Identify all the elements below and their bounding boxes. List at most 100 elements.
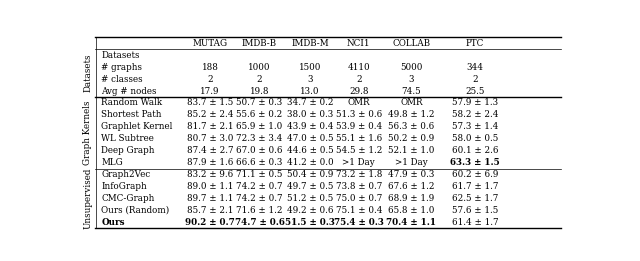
Text: 51.2 ± 0.5: 51.2 ± 0.5 bbox=[287, 194, 333, 203]
Text: 49.7 ± 0.5: 49.7 ± 0.5 bbox=[287, 182, 333, 191]
Text: OMR: OMR bbox=[348, 98, 370, 108]
Text: 57.6 ± 1.5: 57.6 ± 1.5 bbox=[452, 206, 498, 215]
Text: # classes: # classes bbox=[101, 75, 143, 84]
Text: 67.0 ± 0.6: 67.0 ± 0.6 bbox=[236, 146, 283, 155]
Text: 74.7 ± 0.6: 74.7 ± 0.6 bbox=[235, 218, 285, 227]
Text: 52.1 ± 1.0: 52.1 ± 1.0 bbox=[388, 146, 435, 155]
Text: Graphlet Kernel: Graphlet Kernel bbox=[101, 122, 173, 131]
Text: CMC-Graph: CMC-Graph bbox=[101, 194, 155, 203]
Text: 85.2 ± 2.4: 85.2 ± 2.4 bbox=[187, 110, 233, 120]
Text: 90.2 ± 0.7: 90.2 ± 0.7 bbox=[185, 218, 235, 227]
Text: 87.9 ± 1.6: 87.9 ± 1.6 bbox=[187, 158, 233, 167]
Text: 34.7 ± 0.2: 34.7 ± 0.2 bbox=[287, 98, 333, 108]
Text: 57.9 ± 1.3: 57.9 ± 1.3 bbox=[452, 98, 498, 108]
Text: 5000: 5000 bbox=[400, 63, 422, 72]
Text: >1 Day: >1 Day bbox=[342, 158, 375, 167]
Text: 49.2 ± 0.6: 49.2 ± 0.6 bbox=[287, 206, 333, 215]
Text: 344: 344 bbox=[467, 63, 483, 72]
Text: 1500: 1500 bbox=[299, 63, 321, 72]
Text: >1 Day: >1 Day bbox=[395, 158, 428, 167]
Text: Datasets: Datasets bbox=[101, 51, 140, 60]
Text: 58.2 ± 2.4: 58.2 ± 2.4 bbox=[452, 110, 498, 120]
Text: Shortest Path: Shortest Path bbox=[101, 110, 162, 120]
Text: MUTAG: MUTAG bbox=[193, 39, 227, 48]
Text: 70.4 ± 1.1: 70.4 ± 1.1 bbox=[387, 218, 436, 227]
Text: Ours: Ours bbox=[101, 218, 125, 227]
Text: 51.5 ± 0.3: 51.5 ± 0.3 bbox=[285, 218, 335, 227]
Text: 71.6 ± 1.2: 71.6 ± 1.2 bbox=[236, 206, 283, 215]
Text: 55.1 ± 1.6: 55.1 ± 1.6 bbox=[335, 134, 382, 143]
Text: 73.8 ± 0.7: 73.8 ± 0.7 bbox=[335, 182, 382, 191]
Text: 29.8: 29.8 bbox=[349, 87, 369, 96]
Text: 81.7 ± 2.1: 81.7 ± 2.1 bbox=[187, 122, 233, 131]
Text: 17.9: 17.9 bbox=[200, 87, 220, 96]
Text: 89.0 ± 1.1: 89.0 ± 1.1 bbox=[187, 182, 233, 191]
Text: 44.6 ± 0.5: 44.6 ± 0.5 bbox=[287, 146, 333, 155]
Text: 61.4 ± 1.7: 61.4 ± 1.7 bbox=[451, 218, 498, 227]
Text: IMDB-M: IMDB-M bbox=[291, 39, 329, 48]
Text: OMR: OMR bbox=[400, 98, 422, 108]
Text: 51.3 ± 0.6: 51.3 ± 0.6 bbox=[335, 110, 382, 120]
Text: 47.9 ± 0.3: 47.9 ± 0.3 bbox=[388, 170, 435, 179]
Text: 85.7 ± 2.1: 85.7 ± 2.1 bbox=[187, 206, 233, 215]
Text: WL Subtree: WL Subtree bbox=[101, 134, 154, 143]
Text: 41.2 ± 0.0: 41.2 ± 0.0 bbox=[287, 158, 333, 167]
Text: PTC: PTC bbox=[466, 39, 484, 48]
Text: 57.3 ± 1.4: 57.3 ± 1.4 bbox=[452, 122, 498, 131]
Text: MLG: MLG bbox=[101, 158, 123, 167]
Text: 55.6 ± 0.2: 55.6 ± 0.2 bbox=[236, 110, 283, 120]
Text: 65.9 ± 1.0: 65.9 ± 1.0 bbox=[236, 122, 283, 131]
Text: InfoGraph: InfoGraph bbox=[101, 182, 147, 191]
Text: Random Walk: Random Walk bbox=[101, 98, 163, 108]
Text: 19.8: 19.8 bbox=[250, 87, 269, 96]
Text: 2: 2 bbox=[356, 75, 362, 84]
Text: 66.6 ± 0.3: 66.6 ± 0.3 bbox=[236, 158, 283, 167]
Text: 38.0 ± 0.3: 38.0 ± 0.3 bbox=[287, 110, 333, 120]
Text: 87.4 ± 2.7: 87.4 ± 2.7 bbox=[187, 146, 233, 155]
Text: Datasets: Datasets bbox=[83, 54, 92, 92]
Text: 50.2 ± 0.9: 50.2 ± 0.9 bbox=[388, 134, 435, 143]
Text: 75.4 ± 0.3: 75.4 ± 0.3 bbox=[334, 218, 384, 227]
Text: 63.3 ± 1.5: 63.3 ± 1.5 bbox=[450, 158, 500, 167]
Text: 61.7 ± 1.7: 61.7 ± 1.7 bbox=[452, 182, 498, 191]
Text: 2: 2 bbox=[257, 75, 262, 84]
Text: 54.5 ± 1.2: 54.5 ± 1.2 bbox=[335, 146, 382, 155]
Text: 43.9 ± 0.4: 43.9 ± 0.4 bbox=[287, 122, 333, 131]
Text: 68.9 ± 1.9: 68.9 ± 1.9 bbox=[388, 194, 435, 203]
Text: 50.4 ± 0.9: 50.4 ± 0.9 bbox=[287, 170, 333, 179]
Text: 89.7 ± 1.1: 89.7 ± 1.1 bbox=[187, 194, 233, 203]
Text: 83.2 ± 9.6: 83.2 ± 9.6 bbox=[187, 170, 233, 179]
Text: 74.5: 74.5 bbox=[401, 87, 421, 96]
Text: 56.3 ± 0.6: 56.3 ± 0.6 bbox=[388, 122, 435, 131]
Text: Unsupervised: Unsupervised bbox=[83, 168, 92, 229]
Text: 3: 3 bbox=[307, 75, 313, 84]
Text: 80.7 ± 3.0: 80.7 ± 3.0 bbox=[187, 134, 233, 143]
Text: IMDB-B: IMDB-B bbox=[242, 39, 277, 48]
Text: Ours (Random): Ours (Random) bbox=[101, 206, 170, 215]
Text: 58.0 ± 0.5: 58.0 ± 0.5 bbox=[452, 134, 498, 143]
Text: 75.1 ± 0.4: 75.1 ± 0.4 bbox=[335, 206, 382, 215]
Text: 71.1 ± 0.5: 71.1 ± 0.5 bbox=[236, 170, 283, 179]
Text: 2: 2 bbox=[472, 75, 477, 84]
Text: 3: 3 bbox=[408, 75, 414, 84]
Text: 53.9 ± 0.4: 53.9 ± 0.4 bbox=[335, 122, 382, 131]
Text: 75.0 ± 0.7: 75.0 ± 0.7 bbox=[335, 194, 382, 203]
Text: 72.3 ± 3.4: 72.3 ± 3.4 bbox=[236, 134, 283, 143]
Text: Deep Graph: Deep Graph bbox=[101, 146, 155, 155]
Text: 1000: 1000 bbox=[248, 63, 271, 72]
Text: 60.2 ± 6.9: 60.2 ± 6.9 bbox=[452, 170, 498, 179]
Text: 62.5 ± 1.7: 62.5 ± 1.7 bbox=[452, 194, 498, 203]
Text: Graph2Vec: Graph2Vec bbox=[101, 170, 150, 179]
Text: 188: 188 bbox=[202, 63, 218, 72]
Text: 2: 2 bbox=[207, 75, 212, 84]
Text: 60.1 ± 2.6: 60.1 ± 2.6 bbox=[452, 146, 498, 155]
Text: 83.7 ± 1.5: 83.7 ± 1.5 bbox=[187, 98, 233, 108]
Text: 47.0 ± 0.5: 47.0 ± 0.5 bbox=[287, 134, 333, 143]
Text: 65.8 ± 1.0: 65.8 ± 1.0 bbox=[388, 206, 435, 215]
Text: NCI1: NCI1 bbox=[347, 39, 371, 48]
Text: Avg # nodes: Avg # nodes bbox=[101, 87, 157, 96]
Text: 67.6 ± 1.2: 67.6 ± 1.2 bbox=[388, 182, 435, 191]
Text: 13.0: 13.0 bbox=[300, 87, 320, 96]
Text: 74.2 ± 0.7: 74.2 ± 0.7 bbox=[236, 194, 283, 203]
Text: Graph Kernels: Graph Kernels bbox=[83, 100, 92, 165]
